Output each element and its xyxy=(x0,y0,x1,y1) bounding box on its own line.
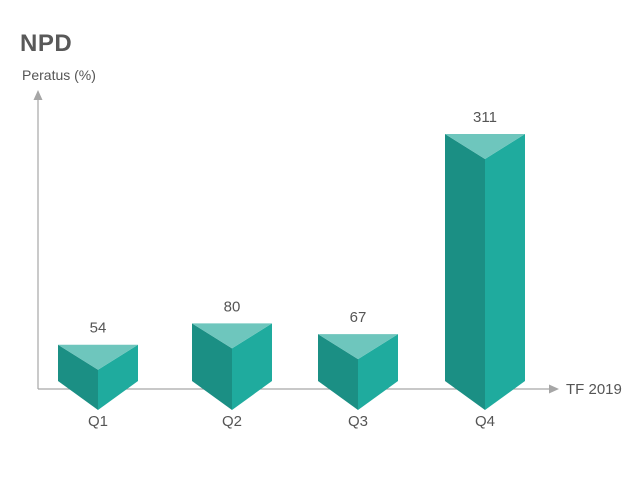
bar-top-face xyxy=(445,134,525,159)
bars-group xyxy=(58,134,525,410)
x-axis-label: TF 2019 xyxy=(566,381,622,398)
data-label: 67 xyxy=(350,309,367,326)
data-labels: 54 80 67 311 xyxy=(90,109,497,337)
chart-title: NPD xyxy=(20,30,73,57)
bar-front-face xyxy=(358,334,398,410)
bar-side-face xyxy=(58,344,98,410)
bar-front-face xyxy=(232,323,272,410)
x-tick-label: Q1 xyxy=(88,413,108,430)
bar-side-face xyxy=(192,323,232,410)
x-tick-label: Q3 xyxy=(348,413,368,430)
x-axis-arrow xyxy=(549,384,559,394)
bar-front-face xyxy=(98,344,138,410)
bar-q1 xyxy=(58,344,138,410)
x-tick-labels: Q1 Q2 Q3 Q4 xyxy=(88,413,495,430)
bar-q2 xyxy=(192,323,272,410)
x-tick-label: Q2 xyxy=(222,413,242,430)
bar-side-face xyxy=(445,134,485,410)
bar-top-face xyxy=(58,344,138,370)
bar-q4 xyxy=(445,134,525,410)
bar-front-face xyxy=(485,134,525,410)
bar-top-face xyxy=(192,323,272,349)
bar-top-face xyxy=(318,334,398,360)
y-axis-arrow xyxy=(33,90,43,100)
bar-side-face xyxy=(318,334,358,410)
data-label: 80 xyxy=(224,298,241,315)
y-axis-label: Peratus (%) xyxy=(22,67,96,83)
bar-q3 xyxy=(318,334,398,410)
x-tick-label: Q4 xyxy=(475,413,495,430)
data-label: 54 xyxy=(90,320,107,337)
data-label: 311 xyxy=(473,109,497,126)
